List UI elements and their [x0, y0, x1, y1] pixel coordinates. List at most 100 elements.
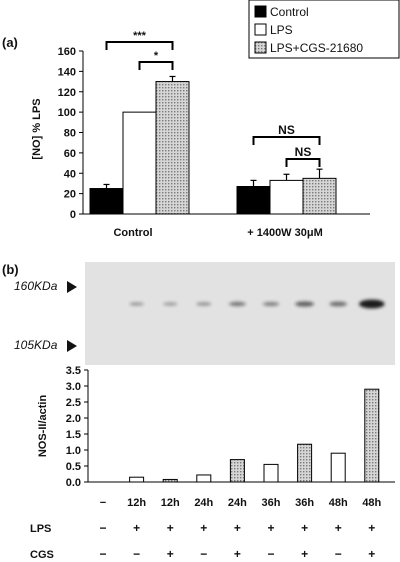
significance-label: *	[154, 50, 159, 62]
bar-nos-actin-7	[330, 452, 346, 483]
blot-band	[229, 301, 246, 307]
significance-bracket	[285, 158, 321, 167]
lane-time-label: 48h	[329, 497, 348, 509]
chart-nos-actin: NOS-II/actin 0.0 0.5 1.0 1.5 2.0 2.5 3.0 3.5	[37, 365, 395, 489]
blot-band	[295, 301, 314, 307]
significance-label: NS	[295, 145, 312, 159]
y-tick-label-b: 1.0	[66, 445, 81, 457]
lane-conditions: LPS CGS − − − 12h + − 12h + +24h + − 24h + +36h + − 36h +…	[30, 497, 382, 561]
legend-label-cgs: LPS+CGS-21680	[270, 41, 363, 55]
row-label-cgs: CGS	[30, 549, 54, 561]
lane-time-label: 12h	[127, 497, 146, 509]
lane-time-label: 36h	[262, 497, 281, 509]
marker-arrow-160kda	[67, 281, 77, 293]
lane-lps-sign: +	[301, 521, 308, 535]
lane-cgs-sign: +	[234, 547, 241, 561]
axes-a: 0 20 40 60 80 100 120 140 160	[58, 46, 370, 221]
significance-bracket	[105, 41, 174, 50]
blot-bands	[129, 299, 385, 309]
y-tick-label-a: 120	[58, 87, 76, 99]
y-tick-label-a: 40	[64, 168, 76, 180]
lane-lps-sign: +	[234, 521, 241, 535]
y-tick-label-b: 2.5	[66, 397, 81, 409]
row-label-lps: LPS	[30, 523, 51, 535]
blot-band	[262, 301, 280, 307]
significance-label: NS	[278, 123, 295, 137]
blot-band	[163, 302, 178, 306]
panel-label-b: (b)	[2, 262, 19, 277]
legend-swatch-control	[254, 5, 267, 18]
lane-cgs-sign: +	[167, 547, 174, 561]
y-tick-label-b: 3.0	[66, 381, 81, 393]
category-label-1400w: + 1400W 30μM	[247, 227, 323, 239]
y-tick-label-a: 60	[64, 148, 76, 160]
y-axis-title-b: NOS-II/actin	[37, 395, 49, 458]
category-label-control: Control	[113, 227, 152, 239]
lane-cgs-sign: −	[267, 547, 274, 561]
blot-image	[85, 262, 395, 365]
lane-cgs-sign: −	[335, 547, 342, 561]
bar-lps-cgs-21680-0	[155, 81, 190, 215]
bar-nos-actin-4	[229, 459, 245, 483]
bar-control-0	[89, 188, 124, 215]
y-tick-label-b: 3.5	[66, 365, 81, 377]
y-axis-title-a: [NO] % LPS	[31, 98, 43, 159]
lane-lps-sign: +	[167, 521, 174, 535]
y-tick-label-a: 20	[64, 189, 76, 201]
bar-lps-0	[122, 111, 157, 215]
lane-cgs-sign: +	[368, 547, 375, 561]
lane-cgs-sign: −	[133, 547, 140, 561]
lane-time-label: 12h	[161, 497, 180, 509]
lane-time-label: 48h	[362, 497, 381, 509]
bar-nos-actin-3	[196, 474, 212, 483]
legend-label-control: Control	[270, 5, 309, 19]
y-tick-label-b: 1.5	[66, 429, 81, 441]
lane-time-label: 36h	[295, 497, 314, 509]
marker-160kda: 160KDa	[14, 279, 58, 293]
bars-a	[89, 75, 337, 215]
lane-lps-sign: +	[267, 521, 274, 535]
y-tick-label-b: 2.0	[66, 413, 81, 425]
western-blot: 160KDa 105KDa	[14, 262, 395, 365]
significance-bracket	[252, 136, 321, 145]
lane-lps-sign: +	[368, 521, 375, 535]
lane-time-label: 24h	[228, 497, 247, 509]
y-tick-label-b: 0.0	[66, 477, 81, 489]
lane-cgs-sign: −	[200, 547, 207, 561]
lane-cgs-sign: −	[99, 547, 106, 561]
marker-arrow-105kda	[67, 340, 77, 352]
lane-lps-sign: +	[335, 521, 342, 535]
lane-lps-sign: +	[200, 521, 207, 535]
panel-label-a: (a)	[2, 35, 18, 50]
bar-nos-actin-6	[297, 443, 313, 483]
lane-lps-sign: −	[99, 521, 106, 535]
y-tick-label-a: 80	[64, 128, 76, 140]
lane-lps-sign: +	[133, 521, 140, 535]
blot-band	[129, 302, 144, 306]
legend-swatch-lps	[254, 23, 267, 36]
lane-time-label: 24h	[194, 497, 213, 509]
bar-nos-actin-1	[129, 476, 145, 483]
blot-band	[359, 299, 385, 309]
bar-control-1	[236, 185, 271, 215]
y-tick-label-a: 100	[58, 107, 76, 119]
y-tick-label-a: 0	[70, 209, 76, 221]
legend-label-lps: LPS	[270, 23, 293, 37]
lane-cgs-sign: +	[301, 547, 308, 561]
legend-swatch-cgs	[254, 41, 267, 54]
bar-nos-actin-5	[263, 463, 279, 483]
significance-label: ***	[133, 30, 147, 42]
blot-band	[329, 301, 348, 307]
y-tick-label-a: 160	[58, 46, 76, 58]
bars-b	[129, 388, 380, 483]
bar-nos-actin-8	[364, 388, 380, 483]
bar-nos-actin-2	[162, 478, 178, 483]
marker-105kda: 105KDa	[14, 338, 58, 352]
y-tick-label-b: 0.5	[66, 461, 81, 473]
lane-time-label: −	[100, 497, 106, 509]
legend: Control LPS LPS+CGS-21680	[248, 0, 400, 59]
bar-lps-cgs-21680-1	[302, 177, 337, 215]
